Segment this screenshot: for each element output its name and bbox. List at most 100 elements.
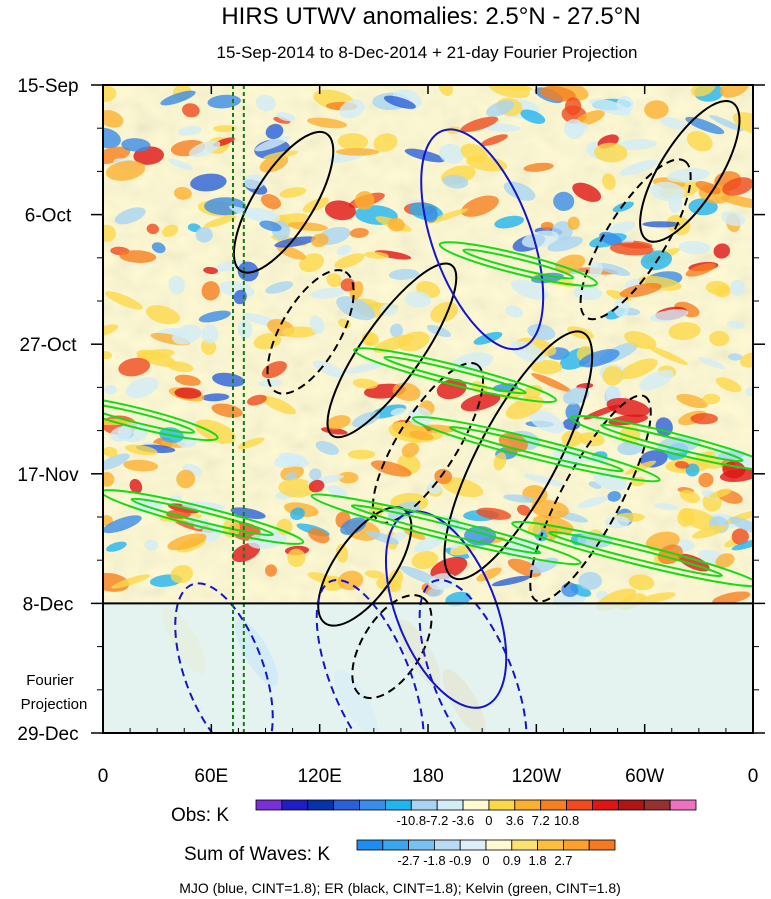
anomaly-blob — [124, 444, 158, 456]
anomaly-blob — [531, 359, 563, 375]
anomaly-blob — [613, 297, 630, 318]
anomaly-blob — [607, 491, 622, 502]
anomaly-blob — [685, 263, 716, 277]
anomaly-blob — [279, 187, 307, 198]
anomaly-blob — [194, 419, 237, 444]
anomaly-blob — [520, 109, 546, 124]
anomaly-blob — [702, 393, 721, 405]
x-tick-label: 60E — [194, 766, 228, 787]
anomaly-blob — [729, 516, 753, 535]
colorbar-level-label: -1.8 — [423, 853, 445, 868]
anomaly-blob — [617, 138, 658, 150]
anomaly-blob — [722, 177, 753, 196]
wave-contour-mjo — [174, 582, 274, 733]
colorbar-swatch — [588, 839, 616, 851]
anomaly-blob — [720, 210, 746, 227]
colorbar-swatch — [514, 799, 542, 811]
anomaly-blob — [578, 571, 602, 590]
anomaly-blob — [480, 134, 508, 146]
anomaly-blob — [577, 496, 609, 509]
anomaly-blob — [434, 468, 453, 485]
anomaly-blob — [103, 110, 124, 128]
x-tick-label: 120W — [512, 766, 562, 787]
colorbar-swatch — [462, 799, 490, 811]
wave-contour-kelvin-inner — [383, 355, 527, 395]
chart-title: HIRS UTWV anomalies: 2.5°N - 27.5°N — [221, 3, 640, 30]
anomaly-blob — [390, 407, 406, 416]
anomaly-blob — [567, 216, 580, 230]
anomaly-blob — [383, 95, 416, 109]
wave-contour-mjo — [418, 578, 528, 733]
anomaly-blob — [118, 357, 151, 377]
y-tick-label: 6-Oct — [25, 206, 72, 227]
colorbar-swatch — [436, 799, 464, 811]
anomaly-blob — [365, 530, 400, 545]
anomaly-blob — [476, 567, 502, 582]
anomaly-blob — [427, 481, 442, 494]
colorbar-swatch — [333, 799, 360, 811]
anomaly-blob — [650, 181, 686, 202]
anomaly-blob — [731, 539, 753, 551]
wave-contour-er — [443, 330, 594, 581]
anomaly-blob — [414, 535, 444, 553]
wave-contour-mjo — [420, 128, 545, 351]
colorbar-swatch — [563, 839, 590, 851]
anomaly-blob — [119, 250, 157, 263]
anomaly-blob — [608, 414, 649, 426]
anomaly-blob — [460, 195, 499, 217]
anomaly-blob — [564, 97, 582, 116]
anomaly-blob — [523, 162, 554, 172]
anomaly-blob — [160, 90, 196, 106]
anomaly-blob — [449, 544, 478, 556]
reference-lines — [232, 85, 245, 733]
anomaly-blob — [599, 231, 622, 246]
anomaly-blob — [315, 440, 340, 456]
anomaly-blob — [198, 310, 231, 323]
anomaly-blob — [103, 324, 119, 338]
anomaly-blob — [372, 334, 414, 353]
wave-contours — [103, 100, 753, 733]
anomaly-blob — [575, 110, 605, 126]
anomaly-blob — [690, 413, 718, 425]
colorbar-swatch — [410, 799, 438, 811]
anomaly-blob — [259, 220, 282, 232]
anomaly-blob — [690, 85, 716, 97]
anomaly-blob — [705, 280, 730, 295]
anomaly-blob — [740, 352, 753, 368]
waves-colorbar-label: Sum of Waves: K — [184, 844, 330, 865]
anomaly-blob — [562, 418, 581, 431]
anomaly-blob — [103, 350, 112, 360]
anomaly-blob — [201, 281, 220, 301]
anomaly-blob — [337, 570, 364, 591]
anomaly-blob — [190, 173, 227, 192]
anomaly-blob — [505, 305, 524, 318]
anomaly-blob — [114, 207, 146, 225]
y-tick-label: 17-Nov — [17, 465, 79, 486]
anomaly-blob — [401, 442, 420, 458]
wave-contour-er — [232, 130, 335, 274]
anomaly-blob — [354, 191, 375, 210]
projection-label-line2: Projection — [21, 696, 88, 713]
colorbar-swatch — [485, 839, 513, 851]
anomaly-blob — [666, 168, 710, 183]
x-tick-label: 0 — [98, 766, 109, 787]
wave-contour-er — [639, 100, 741, 243]
colorbar-level-label: 1.8 — [529, 853, 547, 868]
anomaly-blob — [311, 233, 329, 248]
anomaly-blob — [162, 224, 179, 237]
anomaly-blob — [510, 279, 549, 300]
anomaly-blob — [607, 221, 636, 235]
anomaly-blob — [213, 125, 237, 133]
anomaly-blob — [265, 123, 284, 140]
x-tick-label: 180 — [412, 766, 444, 787]
colorbar-swatch — [488, 799, 516, 811]
anomaly-blob — [278, 478, 315, 498]
projection-label-line1: Fourier — [26, 672, 74, 689]
anomaly-blob — [168, 275, 185, 295]
anomaly-blob — [540, 221, 554, 230]
wave-contour-kelvin-inner — [350, 504, 542, 555]
anomaly-blob — [539, 86, 576, 102]
colorbar-level-label: 2.7 — [554, 853, 572, 868]
anomaly-blob — [438, 85, 453, 97]
wave-contour-mjo — [384, 510, 508, 709]
